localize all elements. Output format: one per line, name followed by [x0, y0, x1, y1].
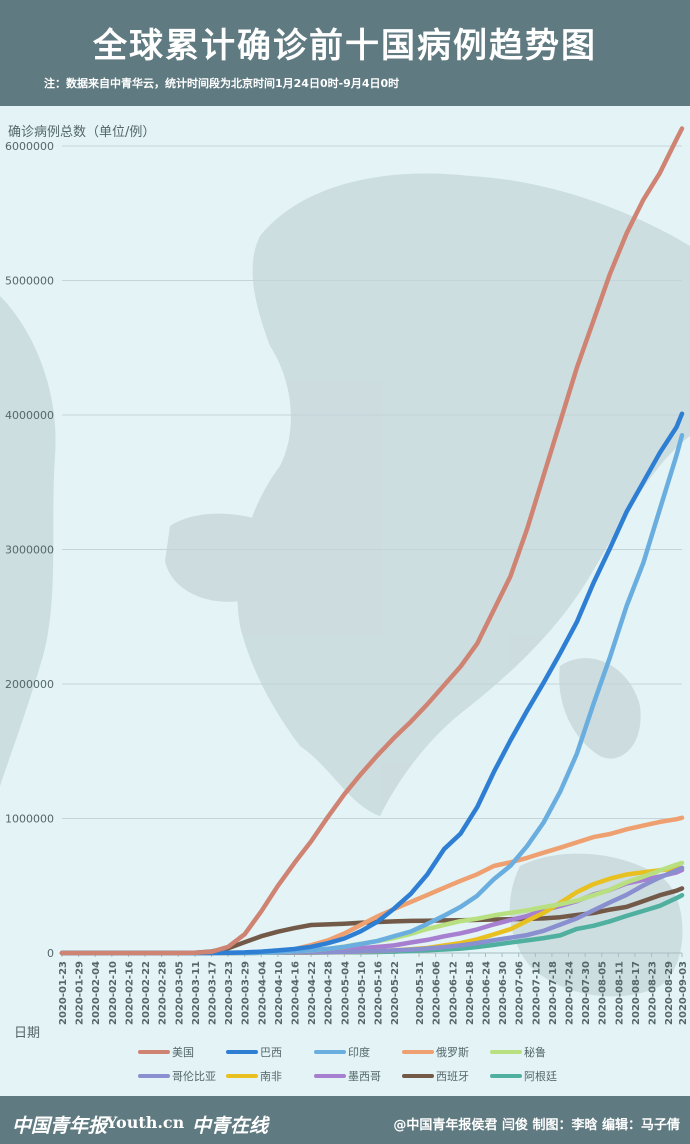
series-lines: [59, 126, 685, 956]
x-tick-label: 2020-07-12: [531, 961, 542, 1025]
x-tick-label: 2020-08-29: [664, 961, 675, 1025]
x-tick-label: 2020-06-18: [465, 961, 476, 1025]
x-tick-label: 2020-05-31: [415, 961, 426, 1025]
x-tick-label: 2020-04-22: [307, 961, 318, 1025]
x-tick-label: 2020-07-06: [515, 961, 526, 1025]
x-tick-label: 2020-02-22: [141, 961, 152, 1025]
x-tick-label: 2020-07-24: [565, 961, 576, 1025]
legend-label: 俄罗斯: [436, 1046, 469, 1059]
y-tick-label: 4000000: [5, 409, 54, 422]
x-tick-label: 2020-09-03: [678, 961, 689, 1025]
y-tick-label: 0: [47, 947, 54, 960]
x-tick-label: 2020-06-30: [498, 961, 509, 1025]
x-tick-label: 2020-02-10: [108, 961, 119, 1025]
line-chart: 0 1000000 2000000 3000000 4000000 5000000 6000…: [0, 125, 690, 1083]
chart-grid: [62, 145, 682, 954]
y-tick-label: 3000000: [5, 544, 54, 557]
series-line: [59, 126, 685, 956]
x-axis-label: 日期: [14, 1026, 40, 1041]
x-tick-label: 2020-02-28: [158, 961, 169, 1025]
chart-area: 0 1000000 2000000 3000000 4000000 5000000 6000…: [0, 106, 690, 1096]
legend-label: 南非: [260, 1070, 282, 1083]
brand-logo-youth: Youth.cn: [106, 1113, 185, 1132]
x-tick-label: 2020-03-17: [207, 961, 218, 1025]
footer-bar: 中国青年报 Youth.cn 中青在线 @中国青年报侯君 闫俊 制图：李晗 编辑…: [0, 1096, 690, 1144]
x-tick-label: 2020-05-04: [340, 961, 351, 1025]
legend-label: 印度: [348, 1045, 370, 1059]
legend-label: 巴西: [260, 1046, 282, 1059]
x-tick-label: 2020-07-18: [548, 961, 559, 1025]
y-tick-label: 6000000: [5, 140, 54, 153]
x-tick-label: 2020-05-22: [390, 961, 401, 1025]
x-tick-label: 2020-08-05: [598, 961, 609, 1025]
x-tick-label: 2020-05-10: [357, 961, 368, 1025]
x-tick-label: 2020-03-11: [191, 961, 202, 1025]
legend-label: 西班牙: [436, 1070, 469, 1083]
y-axis-label: 确诊病例总数（单位/例）: [8, 125, 155, 140]
x-tick-label: 2020-02-16: [124, 961, 135, 1025]
world-map-background: [0, 173, 690, 997]
x-tick-label: 2020-07-30: [581, 961, 592, 1025]
x-tick-label: 2020-04-16: [291, 961, 302, 1025]
legend-label: 阿根廷: [524, 1069, 557, 1083]
x-tick-label: 2020-08-23: [648, 961, 659, 1025]
x-tick-label: 2020-06-24: [481, 961, 492, 1025]
page-title: 全球累计确诊前十国病例趋势图: [93, 26, 597, 66]
x-axis-ticks: 2020-01-23 2020-01-29 2020-02-04 2020-02-10…: [58, 953, 689, 1025]
legend-label: 哥伦比亚: [172, 1069, 216, 1083]
x-tick-label: 2020-03-29: [241, 961, 252, 1025]
legend-label: 墨西哥: [348, 1070, 381, 1083]
legend-label: 美国: [172, 1046, 194, 1059]
x-tick-label: 2020-01-23: [58, 961, 69, 1025]
y-axis-ticks: 0 1000000 2000000 3000000 4000000 5000000 6000…: [5, 140, 54, 960]
credit-line: @中国青年报侯君 闫俊 制图：李晗 编辑：马子倩: [393, 1118, 680, 1133]
brand-logo-zgqnb: 中国青年报: [12, 1115, 108, 1137]
x-tick-label: 2020-06-12: [448, 961, 459, 1025]
y-tick-label: 1000000: [5, 813, 54, 826]
x-tick-label: 2020-03-05: [174, 961, 185, 1025]
x-tick-label: 2020-06-06: [432, 961, 443, 1025]
x-tick-label: 2020-04-28: [324, 961, 335, 1025]
x-tick-label: 2020-04-10: [274, 961, 285, 1025]
x-tick-label: 2020-08-17: [631, 961, 642, 1025]
data-note: 注：数据来自中青华云，统计时间段为北京时间1月24日0时-9月4日0时: [44, 77, 400, 90]
x-tick-label: 2020-03-23: [224, 961, 235, 1025]
x-tick-label: 2020-04-04: [257, 961, 268, 1025]
x-tick-label: 2020-05-16: [374, 961, 385, 1025]
x-tick-label: 2020-01-29: [75, 961, 86, 1025]
y-tick-label: 5000000: [5, 275, 54, 288]
legend-label: 秘鲁: [524, 1045, 546, 1059]
y-tick-label: 2000000: [5, 678, 54, 691]
x-tick-label: 2020-08-11: [614, 961, 625, 1025]
header-banner: 全球累计确诊前十国病例趋势图 注：数据来自中青华云，统计时间段为北京时间1月24…: [0, 0, 690, 106]
brand-logo-zqzx: 中青在线: [192, 1115, 269, 1137]
x-tick-label: 2020-02-04: [91, 961, 102, 1025]
